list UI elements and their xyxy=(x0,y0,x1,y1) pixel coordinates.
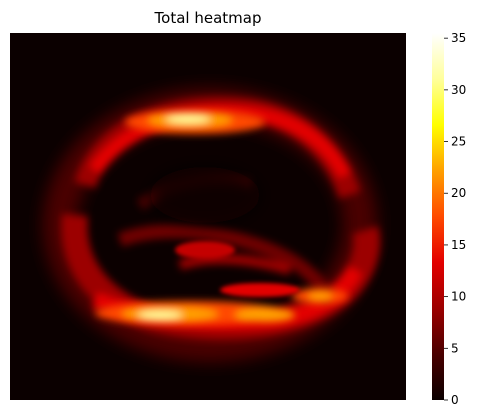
colorbar-tick-label: 0 xyxy=(451,393,459,407)
colorbar-tick-label: 35 xyxy=(451,31,466,45)
colorbar-tick-label: 5 xyxy=(451,341,459,355)
colorbar-gradient xyxy=(432,33,444,400)
colorbar: 0 5 10 15 20 25 30 35 xyxy=(432,31,466,407)
colorbar-tick-label: 25 xyxy=(451,135,466,149)
heatmap-hotspot-top xyxy=(125,110,265,134)
heatmap-hotspot-bottom xyxy=(95,288,348,325)
colorbar-ticks: 0 5 10 15 20 25 30 35 xyxy=(444,31,466,407)
heatmap-hotspot-center xyxy=(175,241,300,297)
colorbar-tick-label: 30 xyxy=(451,83,466,97)
colorbar-tick-label: 15 xyxy=(451,238,466,252)
heatmap-plot-area xyxy=(10,33,406,400)
colorbar-tick-label: 10 xyxy=(451,290,466,304)
heatmap-hole xyxy=(150,167,260,223)
colorbar-tick-label: 20 xyxy=(451,186,466,200)
chart-title: Total heatmap xyxy=(154,9,262,27)
